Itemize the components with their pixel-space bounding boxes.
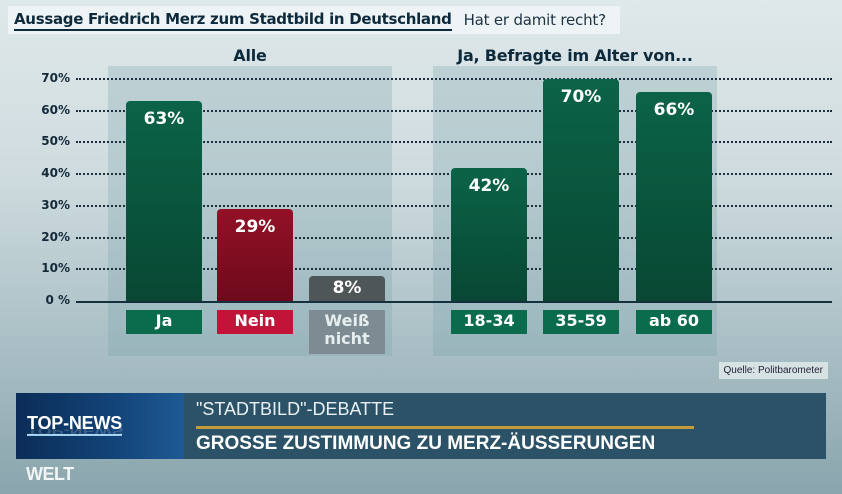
bar-value-label: 8% — [332, 277, 362, 298]
ticker-headline: GROSSE ZUSTIMMUNG ZU MERZ-ÄUSSERUNGEN — [196, 433, 656, 454]
headline-question: Hat er damit recht? — [463, 11, 606, 29]
y-tick-label: 70% — [41, 71, 70, 85]
category-label: Nein — [217, 310, 293, 334]
chart-headline: Aussage Friedrich Merz zum Stadtbild in … — [8, 6, 620, 34]
y-tick-label: 20% — [41, 229, 70, 244]
gridline — [76, 141, 832, 144]
top-news-badge: TOP-NEWS TOP-NEWS — [16, 393, 184, 459]
news-ticker: TOP-NEWS TOP-NEWS "STADTBILD"-DEBATTE GR… — [16, 393, 826, 459]
y-tick-label: 50% — [41, 134, 70, 149]
top-news-label: TOP-NEWS — [27, 413, 122, 436]
bar: 29% — [217, 209, 293, 301]
category-label-line: nicht — [324, 329, 370, 348]
bar: 66% — [636, 91, 712, 301]
bar-value-label: 63% — [143, 109, 185, 130]
y-tick-label: 0 % — [45, 293, 70, 307]
y-tick-label: 30% — [41, 197, 70, 212]
welt-logo: WELT — [26, 464, 74, 484]
group-title-alle: Alle — [233, 46, 267, 65]
bar-value-label: 29% — [234, 217, 276, 238]
x-axis-baseline — [76, 301, 832, 303]
y-tick-label: 40% — [41, 166, 70, 181]
ticker-topline: "STADTBILD"-DEBATTE — [196, 399, 395, 419]
bar-value-label: 70% — [560, 87, 602, 107]
bar: 63% — [126, 101, 202, 301]
bar: 70% — [543, 79, 619, 301]
bar: 8% — [309, 275, 385, 301]
category-label: 35-59 — [543, 310, 619, 334]
y-tick-label: 60% — [41, 102, 70, 117]
headline-main: Aussage Friedrich Merz zum Stadtbild in … — [14, 10, 452, 31]
category-label: 18-34 — [451, 310, 527, 334]
bar-value-label: 42% — [468, 175, 510, 196]
ticker-divider — [196, 426, 694, 429]
gridline — [76, 109, 832, 112]
group-title-age: Ja, Befragte im Alter von... — [457, 46, 693, 65]
category-label-line: Weiß — [324, 311, 370, 330]
category-label: Ja — [126, 310, 202, 334]
category-label: ab 60 — [636, 310, 712, 334]
source-label: Quelle: Politbarometer — [718, 362, 828, 379]
gridline — [76, 78, 832, 80]
bar-value-label: 66% — [653, 99, 695, 120]
top-news-reflection: TOP-NEWS — [27, 425, 124, 437]
category-label: Weiß nicht — [309, 310, 385, 354]
y-tick-label: 10% — [41, 261, 70, 276]
bar: 42% — [451, 167, 527, 301]
